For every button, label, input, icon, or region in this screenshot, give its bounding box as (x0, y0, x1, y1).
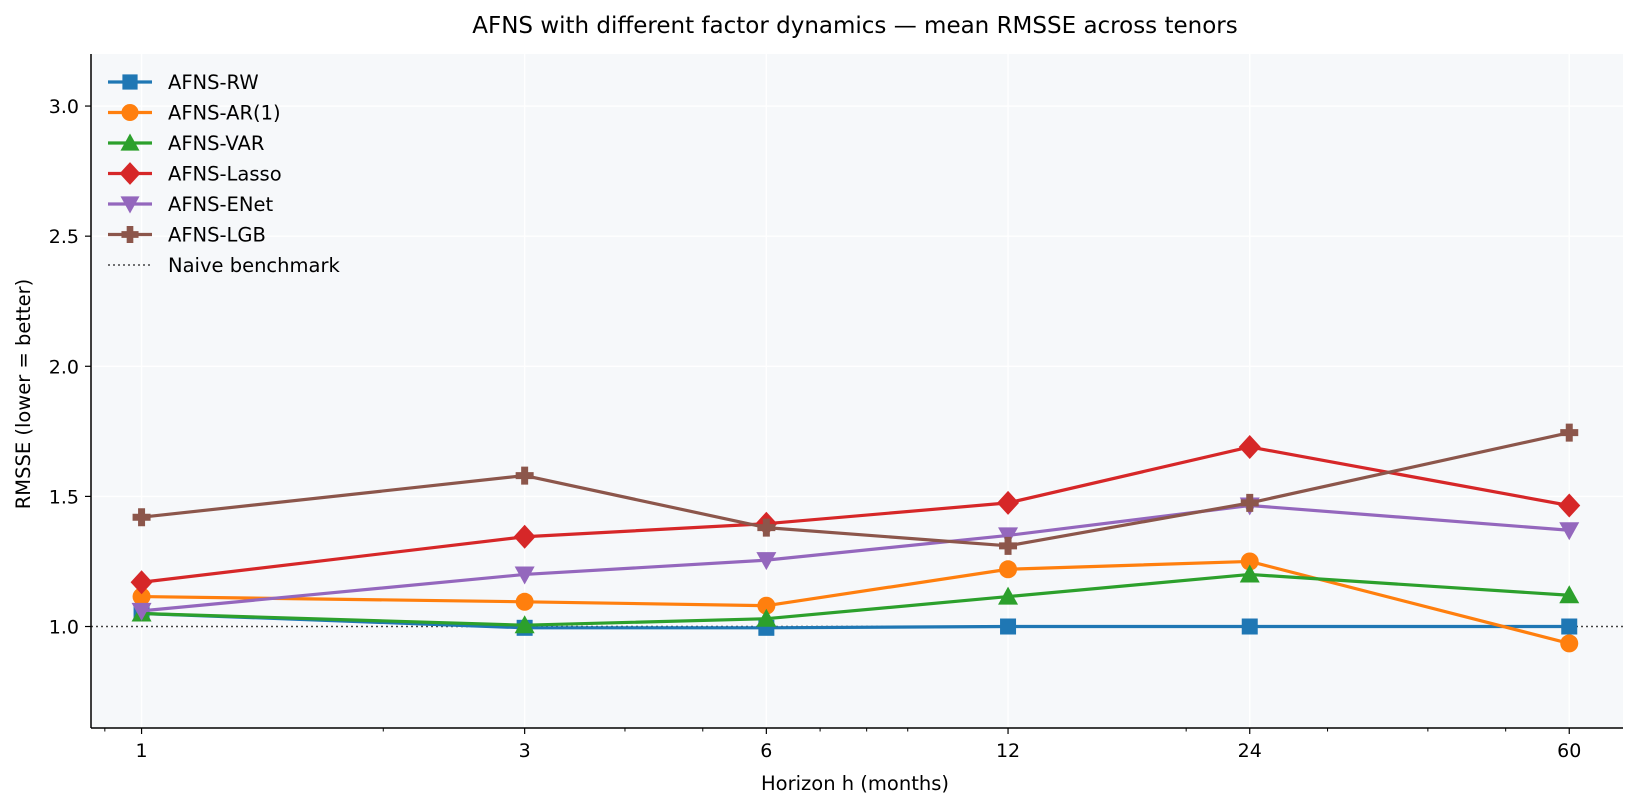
marker-square (1561, 618, 1578, 635)
marker-plus (999, 536, 1018, 555)
legend-label: AFNS-ENet (168, 193, 273, 216)
y-axis-label: RMSSE (lower = better) (12, 279, 35, 510)
legend-label: AFNS-AR(1) (168, 102, 281, 125)
marker-triangle-down (131, 602, 152, 621)
series-layer (130, 423, 1581, 653)
series-line (141, 445, 1570, 584)
plot-area (91, 54, 1623, 728)
marker-diamond (119, 162, 141, 185)
marker-triangle-down (514, 566, 535, 585)
marker-plus (1240, 493, 1259, 512)
marker-triangle-up (1239, 564, 1260, 583)
marker-circle (1560, 634, 1579, 653)
marker-circle (515, 592, 534, 611)
marker-plus (515, 466, 534, 485)
legend-label: AFNS-Lasso (168, 163, 282, 186)
legend-item: Naive benchmark (108, 254, 340, 277)
series-line (141, 559, 1570, 645)
y-tick-label: 2.0 (49, 356, 79, 378)
chart-title: AFNS with different factor dynamics — me… (472, 13, 1238, 39)
marker-circle (999, 560, 1018, 579)
marker-triangle-down (756, 552, 777, 571)
marker-square (122, 74, 138, 90)
legend-label: AFNS-LGB (168, 224, 266, 247)
series-line (141, 611, 1570, 630)
legend-label: AFNS-RW (168, 71, 259, 94)
x-tick-label: 12 (996, 740, 1020, 762)
series-afns-ar-1 (132, 552, 1579, 653)
legend-item: AFNS-AR(1) (108, 102, 281, 125)
legend-label: AFNS-VAR (168, 132, 264, 155)
marker-plus (757, 518, 776, 537)
x-tick-label: 3 (519, 740, 531, 762)
marker-triangle-up (120, 133, 140, 151)
marker-triangle-up (756, 608, 777, 627)
y-tick-label: 1.5 (49, 486, 79, 508)
x-tick-label: 1 (136, 740, 148, 762)
marker-square (1000, 618, 1017, 635)
legend-item: AFNS-ENet (108, 193, 273, 216)
marker-triangle-down (998, 527, 1019, 546)
marker-plus (1560, 423, 1579, 442)
series-line (141, 572, 1570, 627)
y-tick-label: 1.0 (49, 617, 79, 639)
marker-diamond (1238, 434, 1261, 459)
marker-square (1241, 618, 1258, 635)
x-tick-label: 24 (1238, 740, 1262, 762)
marker-circle (132, 587, 151, 606)
marker-triangle-down (120, 196, 140, 214)
x-tick-label: 6 (760, 740, 772, 762)
marker-diamond (513, 524, 536, 549)
y-tick-label: 3.0 (49, 96, 79, 118)
x-axis-label: Horizon h (months) (761, 772, 949, 795)
legend: AFNS-RW AFNS-AR(1) AFNS-VAR AFNS-Lasso AFNS-… (108, 71, 340, 277)
y-tick-label: 2.5 (49, 226, 79, 248)
legend-item: AFNS-VAR (108, 132, 264, 155)
marker-triangle-down (1559, 522, 1580, 541)
series-line (141, 431, 1570, 548)
marker-diamond (1558, 493, 1581, 518)
grid (91, 54, 1623, 728)
marker-circle (121, 103, 139, 122)
legend-item: AFNS-LGB (108, 224, 266, 247)
marker-triangle-up (514, 615, 535, 634)
series-afns-lgb (132, 423, 1579, 555)
series-line (141, 503, 1570, 613)
legend-item: AFNS-Lasso (108, 162, 282, 186)
marker-diamond (997, 490, 1020, 515)
legend-label: Naive benchmark (168, 254, 340, 277)
legend-item: AFNS-RW (108, 71, 259, 94)
marker-plus (121, 225, 139, 244)
axes (90, 54, 1623, 729)
marker-triangle-up (998, 586, 1019, 605)
marker-circle (1240, 552, 1259, 571)
marker-diamond (130, 570, 153, 595)
marker-triangle-up (1559, 585, 1580, 604)
ticks: 1.0 1.5 2.0 2.5 3.0 1 3 6 12 24 60 (49, 96, 1582, 762)
marker-plus (132, 508, 151, 527)
marker-circle (757, 596, 776, 615)
x-tick-label: 60 (1557, 740, 1581, 762)
series-afns-var (131, 564, 1580, 634)
